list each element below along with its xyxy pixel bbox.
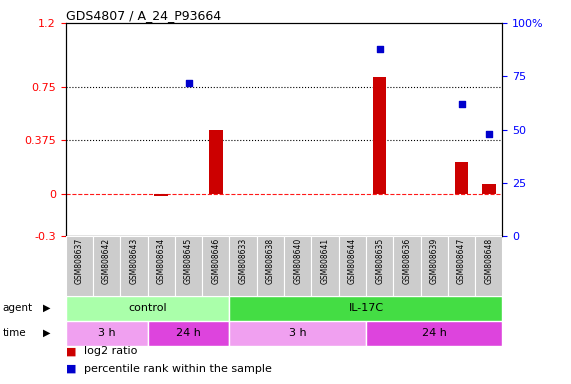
Text: GSM808639: GSM808639 (430, 238, 439, 284)
FancyBboxPatch shape (147, 236, 175, 296)
FancyBboxPatch shape (311, 236, 339, 296)
FancyBboxPatch shape (66, 236, 93, 296)
FancyBboxPatch shape (257, 236, 284, 296)
Text: GSM808647: GSM808647 (457, 238, 466, 284)
FancyBboxPatch shape (366, 236, 393, 296)
FancyBboxPatch shape (66, 296, 230, 321)
FancyBboxPatch shape (475, 236, 502, 296)
Text: ■: ■ (66, 346, 76, 356)
Text: GSM808646: GSM808646 (211, 238, 220, 284)
Text: 3 h: 3 h (98, 328, 115, 338)
Text: control: control (128, 303, 167, 313)
FancyBboxPatch shape (284, 236, 311, 296)
Bar (154, 194, 168, 196)
Bar (482, 184, 496, 194)
FancyBboxPatch shape (339, 236, 366, 296)
FancyBboxPatch shape (147, 321, 230, 346)
Point (375, 46, 384, 52)
Bar (455, 162, 468, 194)
Text: time: time (3, 328, 26, 338)
Text: 24 h: 24 h (176, 328, 201, 338)
Text: GSM808635: GSM808635 (375, 238, 384, 284)
Point (484, 131, 493, 137)
FancyBboxPatch shape (448, 236, 475, 296)
Text: IL-17C: IL-17C (348, 303, 384, 313)
Text: ▶: ▶ (43, 328, 51, 338)
Bar (373, 77, 387, 194)
Text: GSM808644: GSM808644 (348, 238, 357, 284)
Bar (209, 130, 223, 194)
FancyBboxPatch shape (421, 236, 448, 296)
Text: ▶: ▶ (43, 303, 51, 313)
Text: GSM808648: GSM808648 (484, 238, 493, 284)
FancyBboxPatch shape (93, 236, 120, 296)
Text: GSM808636: GSM808636 (403, 238, 412, 284)
Text: percentile rank within the sample: percentile rank within the sample (84, 364, 272, 374)
FancyBboxPatch shape (66, 321, 147, 346)
Text: agent: agent (3, 303, 33, 313)
Text: GSM808643: GSM808643 (130, 238, 138, 284)
FancyBboxPatch shape (230, 296, 502, 321)
FancyBboxPatch shape (175, 236, 202, 296)
Text: ■: ■ (66, 364, 76, 374)
FancyBboxPatch shape (120, 236, 147, 296)
Text: log2 ratio: log2 ratio (84, 346, 137, 356)
FancyBboxPatch shape (393, 236, 421, 296)
Text: GDS4807 / A_24_P93664: GDS4807 / A_24_P93664 (66, 9, 221, 22)
FancyBboxPatch shape (230, 321, 366, 346)
Text: GSM808638: GSM808638 (266, 238, 275, 284)
FancyBboxPatch shape (366, 321, 502, 346)
Text: GSM808637: GSM808637 (75, 238, 84, 284)
Point (184, 79, 193, 86)
Text: GSM808645: GSM808645 (184, 238, 193, 284)
Text: 24 h: 24 h (422, 328, 447, 338)
FancyBboxPatch shape (202, 236, 230, 296)
Text: GSM808633: GSM808633 (239, 238, 248, 284)
Text: GSM808641: GSM808641 (320, 238, 329, 284)
Text: 3 h: 3 h (289, 328, 307, 338)
Text: GSM808642: GSM808642 (102, 238, 111, 284)
Point (457, 101, 466, 107)
Text: GSM808634: GSM808634 (156, 238, 166, 284)
Text: GSM808640: GSM808640 (293, 238, 302, 284)
FancyBboxPatch shape (230, 236, 257, 296)
